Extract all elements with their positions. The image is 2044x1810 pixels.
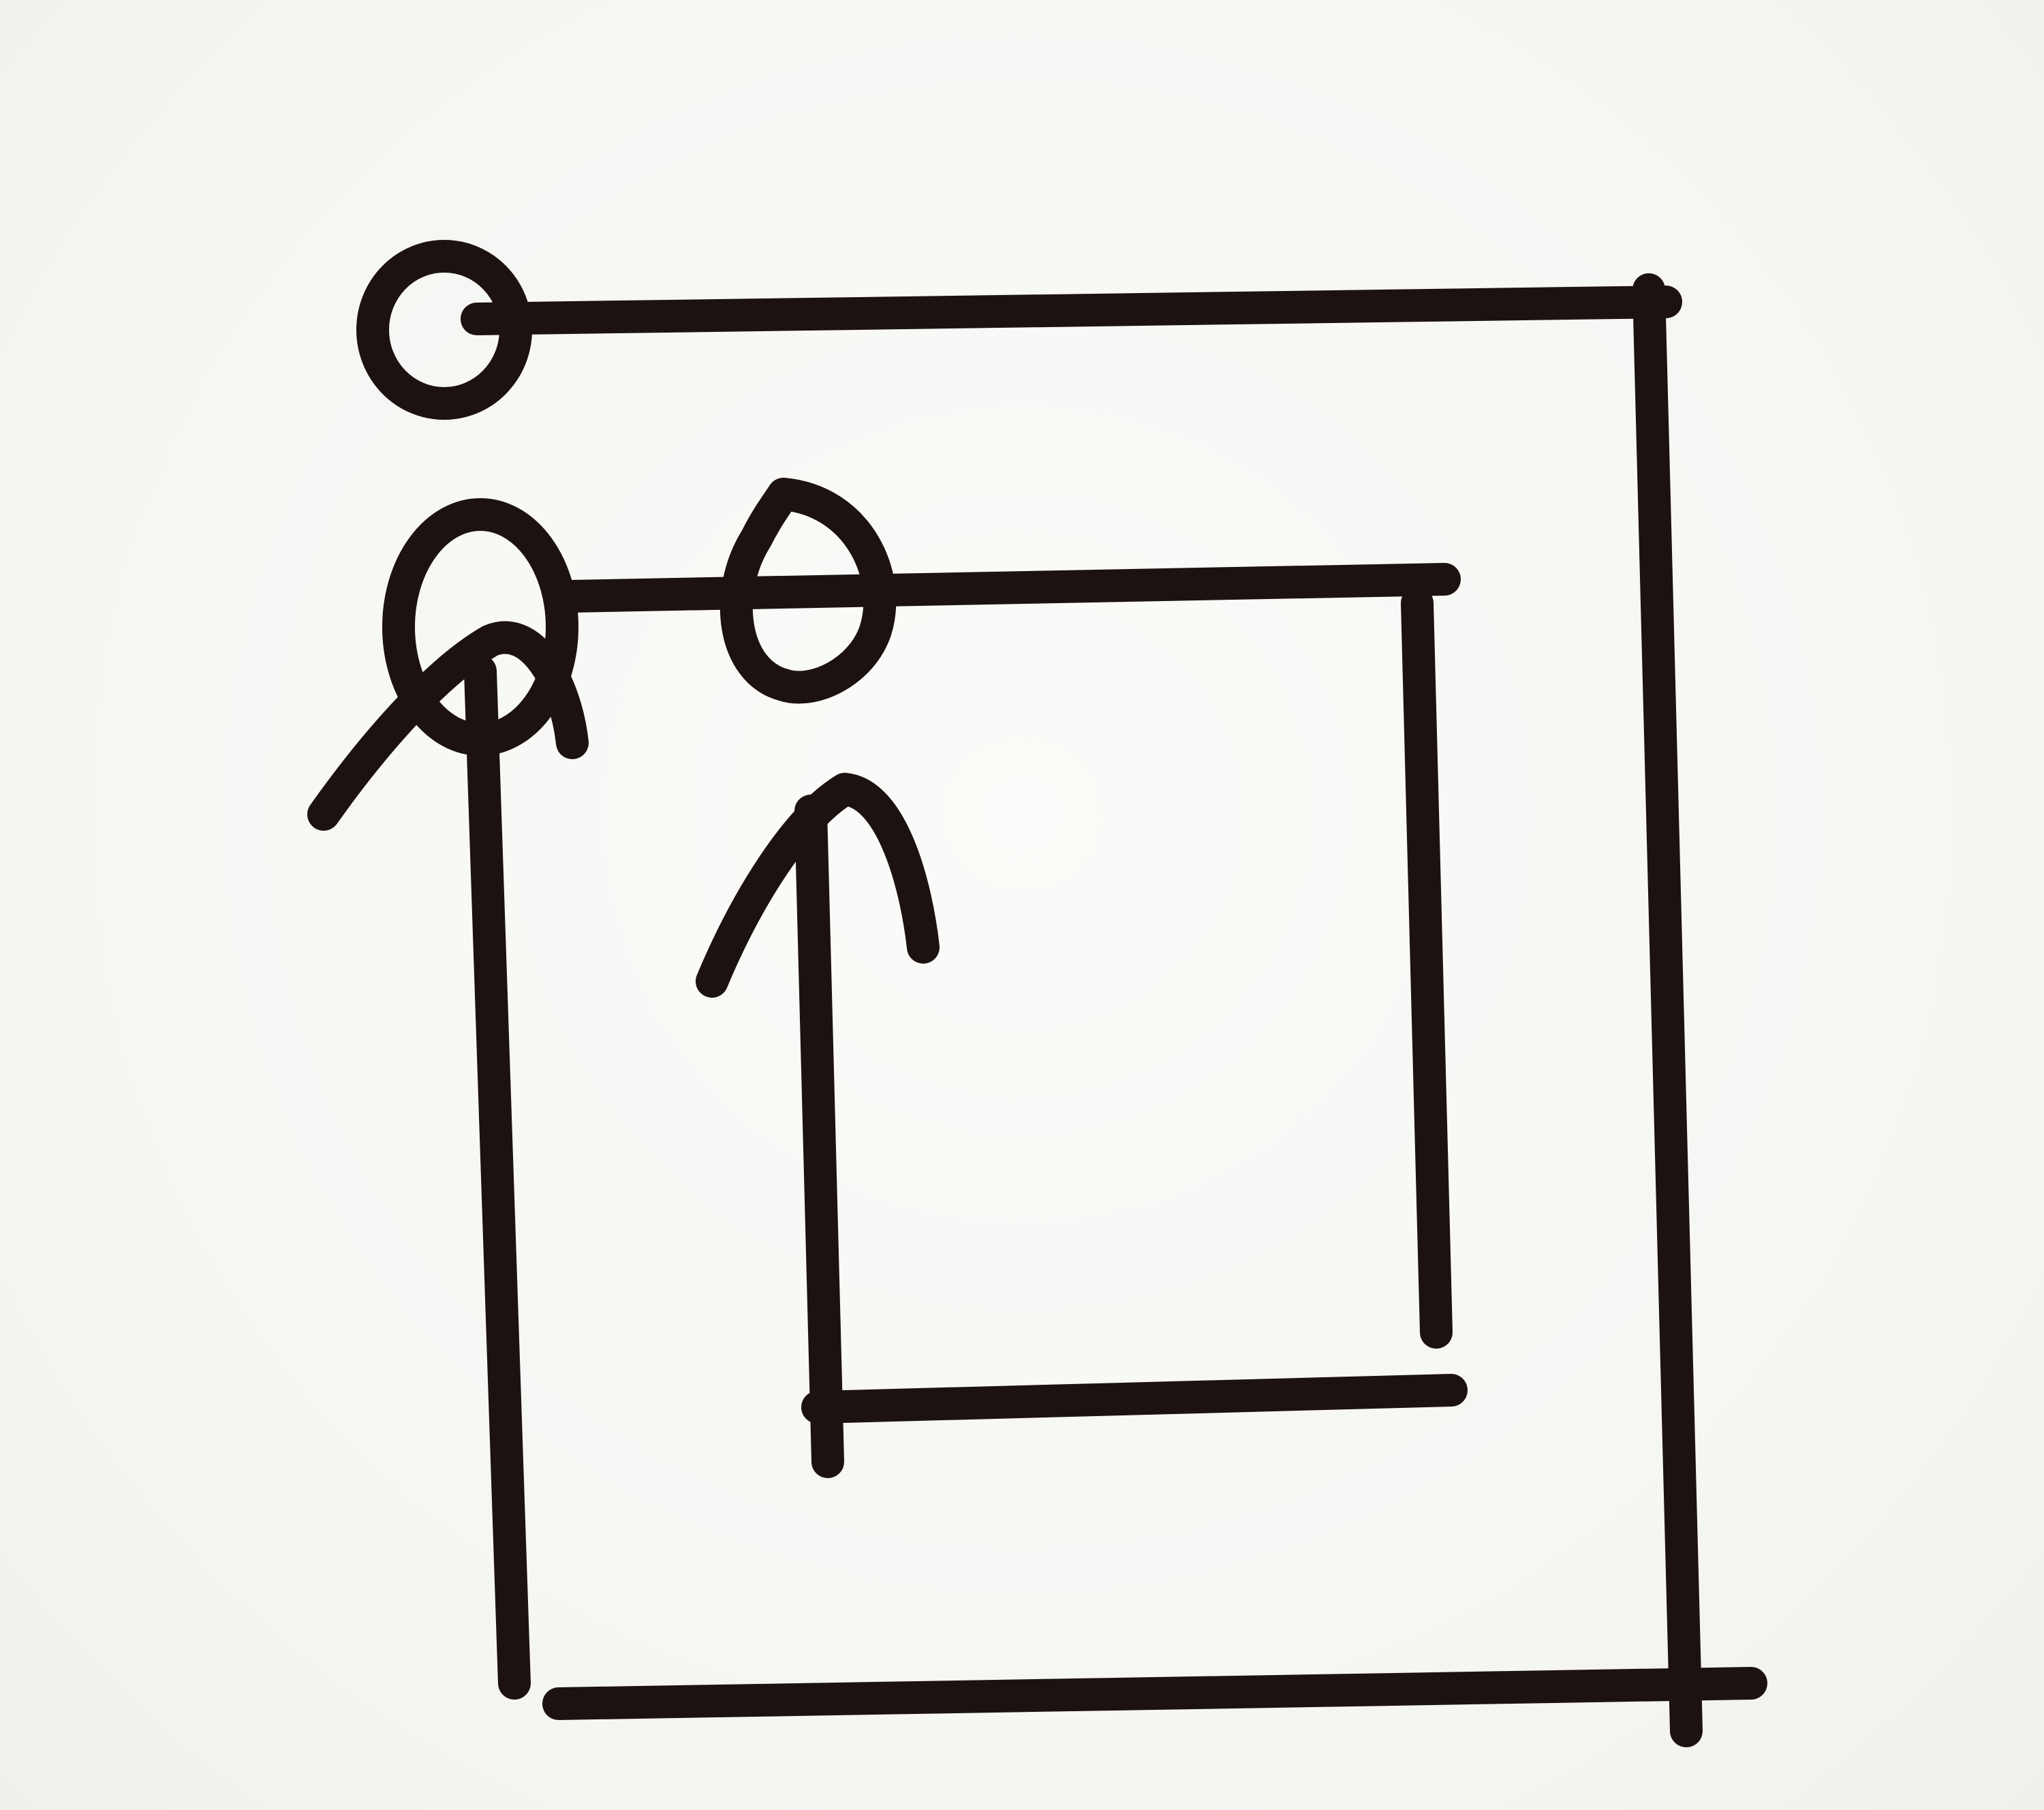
top-horizontal-line: [461, 286, 1682, 335]
inner-vertical-line: [794, 795, 844, 1478]
left-circle-arc: [307, 621, 589, 831]
left-vertical-line: [464, 655, 531, 1700]
ink-strokes: [307, 240, 1767, 1747]
right-vertical-line: [1632, 273, 1703, 1747]
inner-arrow-head: [696, 773, 940, 998]
middle-horizontal-line: [556, 563, 1461, 613]
inner-right-vertical-line: [1401, 587, 1453, 1349]
inner-bottom-line: [801, 1374, 1468, 1424]
bottom-horizontal-line: [542, 1667, 1767, 1720]
inner-oval: [719, 478, 897, 704]
